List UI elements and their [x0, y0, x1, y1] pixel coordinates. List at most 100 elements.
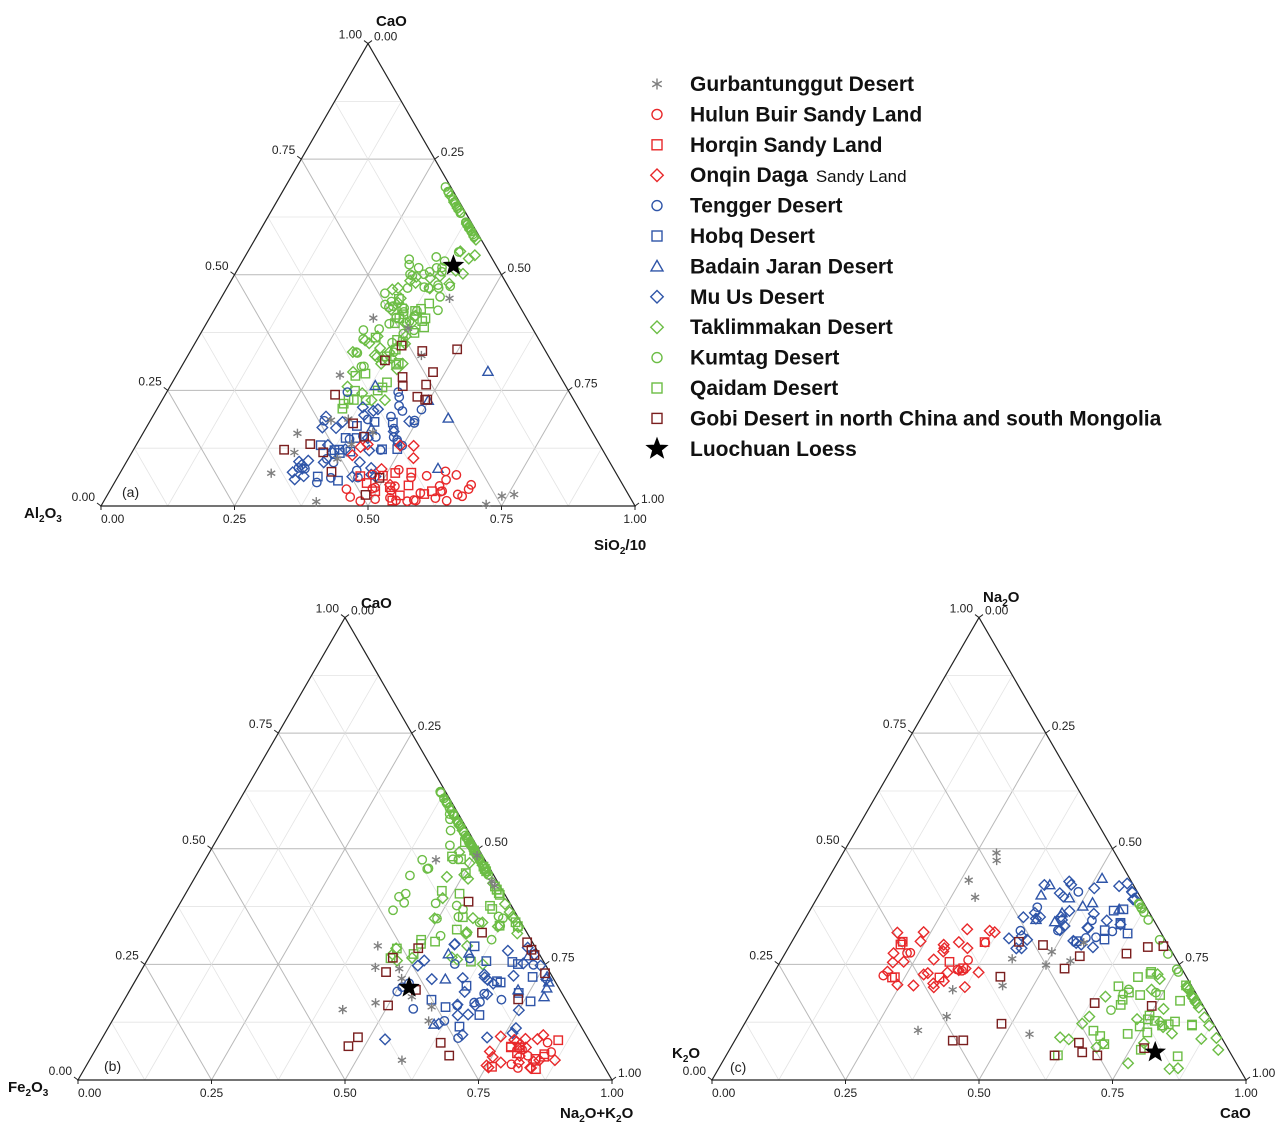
data-point — [295, 458, 308, 472]
left-tick — [207, 845, 212, 850]
data-point — [341, 380, 354, 393]
left-tick — [140, 960, 146, 965]
data-point — [418, 954, 431, 967]
data-point — [408, 1003, 419, 1014]
data-point — [469, 941, 480, 952]
data-point — [373, 941, 383, 951]
data-point — [367, 404, 380, 418]
data-point — [529, 950, 540, 960]
data-point — [394, 964, 404, 974]
data-point — [384, 318, 395, 329]
data-point — [424, 266, 435, 277]
data-point — [377, 444, 387, 455]
data-point — [427, 1017, 441, 1029]
data-point — [964, 875, 974, 885]
data-point — [386, 283, 399, 296]
data-point — [477, 927, 487, 938]
data-point — [507, 957, 518, 967]
data-point — [398, 309, 409, 320]
data-point — [1086, 941, 1100, 954]
right-tick-label: 0.25 — [1052, 719, 1076, 733]
data-point — [487, 1061, 497, 1072]
data-point — [437, 486, 448, 497]
legend-label: Qaidam Desert — [690, 377, 838, 400]
data-point — [1118, 989, 1129, 999]
data-point — [397, 1055, 407, 1065]
data-point — [527, 972, 538, 982]
data-point — [948, 985, 958, 995]
data-point — [368, 349, 382, 362]
panel-a-top-vertex-label: CaO — [376, 13, 407, 30]
data-point — [944, 956, 955, 967]
legend-label: Hulun Buir Sandy Land — [690, 103, 922, 126]
data-point — [483, 1045, 497, 1058]
data-point — [1113, 981, 1124, 992]
data-point — [346, 449, 359, 462]
data-point — [436, 885, 447, 896]
legend-label: Horqin Sandy Land — [690, 134, 883, 157]
data-point — [353, 1032, 363, 1043]
data-point — [355, 496, 366, 507]
grid-line — [778, 675, 1013, 1081]
data-point — [1088, 882, 1101, 895]
data-point — [364, 461, 378, 475]
data-point — [288, 473, 301, 486]
data-point — [1195, 1032, 1208, 1046]
data-point — [1063, 904, 1076, 918]
data-point — [424, 298, 435, 309]
left-tick-label: 0.50 — [816, 833, 840, 847]
grid-line — [167, 390, 235, 507]
data-point — [312, 471, 323, 482]
data-point — [461, 1008, 475, 1021]
legend-marker — [649, 167, 665, 183]
right-tick — [478, 845, 483, 850]
data-point — [417, 346, 428, 356]
data-point — [441, 411, 455, 423]
grid-line — [911, 790, 1080, 1081]
data-point — [340, 433, 351, 443]
data-point — [361, 431, 375, 445]
data-point — [456, 267, 470, 281]
grid-line — [300, 158, 502, 507]
data-point — [1063, 891, 1076, 903]
data-point — [531, 1032, 544, 1046]
data-point — [937, 938, 950, 952]
data-point — [1157, 1002, 1170, 1016]
data-point — [384, 303, 398, 316]
data-point — [449, 959, 460, 969]
legend-marker — [649, 319, 665, 335]
panel-c-points — [878, 848, 1225, 1076]
data-point — [530, 1064, 541, 1075]
bottom-tick-label: 0.75 — [1101, 1086, 1125, 1100]
data-point — [318, 447, 329, 458]
data-point — [902, 948, 912, 958]
left-tick — [774, 960, 780, 965]
data-point — [391, 281, 405, 295]
right-tick — [367, 40, 373, 44]
data-point — [356, 401, 370, 414]
data-point — [351, 347, 362, 358]
data-point — [469, 997, 480, 1008]
data-point — [474, 1010, 485, 1020]
data-point — [387, 495, 398, 506]
left-tick — [340, 614, 346, 618]
data-point — [493, 911, 504, 922]
data-point — [390, 954, 404, 967]
legend-marker — [651, 199, 663, 212]
data-point — [384, 482, 395, 493]
right-tick — [434, 155, 440, 160]
data-point — [1014, 936, 1024, 947]
legend-label: Hobq Desert — [690, 225, 815, 248]
legend-label: Luochuan Loess — [690, 438, 857, 461]
bottom-tick-label: 1.00 — [1234, 1086, 1258, 1100]
data-point — [393, 293, 404, 304]
data-point — [456, 854, 466, 865]
grid-line — [244, 790, 413, 1081]
data-point — [430, 898, 441, 909]
left-tick — [363, 40, 369, 44]
data-point — [368, 313, 378, 323]
data-point — [445, 814, 455, 825]
data-point — [1151, 987, 1161, 998]
data-point — [1153, 972, 1166, 986]
data-point — [1165, 1027, 1179, 1040]
